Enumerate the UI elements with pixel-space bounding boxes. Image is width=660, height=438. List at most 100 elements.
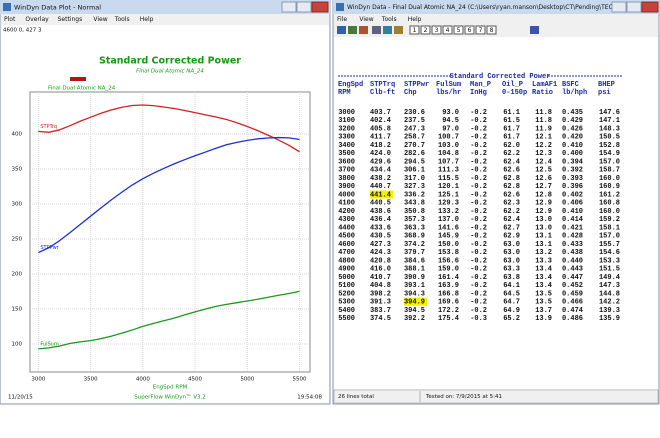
menu-item[interactable]: Overlay	[25, 16, 49, 23]
menu-item[interactable]: Settings	[58, 16, 83, 23]
menu-item[interactable]: Tools	[381, 16, 397, 23]
table-cell: 157.0	[599, 158, 620, 166]
table-cell: 0.400	[562, 150, 583, 158]
table-cell: 0.420	[562, 134, 583, 142]
table-cell: 433.6	[370, 224, 391, 232]
table-cell: 137.0	[438, 216, 459, 224]
minimize-button[interactable]	[611, 1, 627, 13]
menu-item[interactable]: View	[359, 16, 373, 23]
toolbar-button[interactable]	[453, 25, 464, 35]
table-cell: 3300	[338, 134, 355, 142]
table-cell: 230.6	[404, 109, 425, 117]
toolbar-button-label[interactable]: 6	[468, 27, 472, 34]
toolbar-button[interactable]	[420, 25, 431, 35]
toolbar-button[interactable]	[442, 25, 453, 35]
menu-item[interactable]: Help	[140, 16, 154, 23]
toolbar-button[interactable]	[409, 25, 420, 35]
table-cell: 13.0	[535, 216, 552, 224]
table-cell: 12.9	[535, 200, 552, 208]
table-cell: -0.2	[470, 307, 487, 315]
table-cell: 150.5	[599, 134, 620, 142]
toolbar-button-label[interactable]: 4	[446, 27, 450, 34]
tool-icon[interactable]	[394, 26, 403, 34]
table-cell: 61.7	[503, 125, 520, 133]
tool-icon[interactable]	[359, 26, 368, 34]
table-cell: 3900	[338, 183, 355, 191]
table-cell: 430.5	[370, 233, 391, 241]
toolbar-button[interactable]	[431, 25, 442, 35]
toolbar-button-label[interactable]: 1	[413, 27, 417, 34]
table-cell: 97.0	[442, 125, 459, 133]
column-header: lb/hph	[562, 89, 587, 97]
toolbar-button-label[interactable]: 3	[435, 27, 439, 34]
column-header: InHg	[470, 89, 487, 97]
table-cell: 384.6	[404, 257, 425, 265]
close-button[interactable]	[641, 1, 659, 13]
plot: 100 150 200 250 300 350 400 3000 3500 4000 4500 500…	[12, 77, 310, 383]
column-header: Ratio	[532, 89, 553, 97]
maximize-button[interactable]	[296, 1, 312, 13]
menu-bar: Plot Overlay Settings View Tools Help	[4, 16, 154, 23]
toolbar-button-label[interactable]: 8	[490, 27, 494, 34]
menu-item[interactable]: View	[93, 16, 107, 23]
tool-icon[interactable]	[372, 26, 381, 34]
toolbar-button-label[interactable]: 2	[424, 27, 428, 34]
table-cell: 154.6	[599, 249, 620, 257]
app-icon	[336, 3, 344, 11]
table-cell: 62.7	[503, 224, 520, 232]
table-cell: 147.6	[599, 109, 620, 117]
table-cell: 159.0	[438, 266, 459, 274]
table-cell: 405.8	[370, 125, 391, 133]
table-cell: 374.2	[404, 241, 425, 249]
menu-item[interactable]: Help	[408, 16, 422, 23]
toolbar-button[interactable]	[475, 25, 486, 35]
toolbar-button[interactable]	[486, 25, 497, 35]
table-cell: 64.1	[503, 282, 520, 290]
table-cell: 150.0	[438, 241, 459, 249]
table-cell: 142.2	[599, 299, 620, 307]
table-cell: 390.9	[404, 274, 425, 282]
tool-icon[interactable]	[530, 26, 539, 34]
table-cell: 158.7	[599, 167, 620, 175]
toolbar-button-label[interactable]: 5	[457, 27, 461, 34]
menu-item[interactable]: Plot	[4, 16, 16, 23]
tool-icon[interactable]	[337, 26, 346, 34]
table-cell: 0.414	[562, 216, 583, 224]
table-cell: 63.0	[503, 241, 520, 249]
tool-icon[interactable]	[348, 26, 357, 34]
table-cell: 306.1	[404, 167, 425, 175]
tool-icon[interactable]	[383, 26, 392, 34]
toolbar-button[interactable]	[464, 25, 475, 35]
column-header: BSFC	[562, 81, 579, 89]
table-cell: 94.5	[442, 117, 459, 125]
column-header: lbs/hr	[436, 89, 461, 97]
menu-item[interactable]: File	[337, 16, 347, 23]
table-cell: 379.7	[404, 249, 425, 257]
table-cell: 12.9	[535, 208, 552, 216]
minimize-button[interactable]	[281, 1, 297, 13]
table-title: Standard Corrected Power	[450, 73, 551, 81]
table-cell: 0.402	[562, 191, 583, 199]
table-cell: 135.9	[599, 315, 620, 323]
table-cell: 404.8	[370, 282, 391, 290]
table-cell: 175.4	[438, 315, 459, 323]
x-tick-label: 4000	[136, 377, 150, 383]
maximize-button[interactable]	[626, 1, 642, 13]
y-tick-label: 100	[12, 342, 23, 348]
y-tick-label: 250	[12, 237, 23, 243]
chart-title: Standard Corrected Power	[99, 56, 241, 67]
table-cell: 62.0	[503, 142, 520, 150]
table-cell: 393.1	[404, 282, 425, 290]
close-button[interactable]	[311, 1, 329, 13]
table-cell: -0.2	[470, 150, 487, 158]
table-cell: 394.5	[404, 307, 425, 315]
menu-item[interactable]: Tools	[114, 16, 130, 23]
table-cell: 0.474	[562, 307, 583, 315]
table-cell: 62.2	[503, 208, 520, 216]
toolbar-button-label[interactable]: 7	[479, 27, 483, 34]
table-cell: 0.396	[562, 183, 583, 191]
table-cell: -0.2	[470, 191, 487, 199]
table-cell: 5100	[338, 282, 355, 290]
